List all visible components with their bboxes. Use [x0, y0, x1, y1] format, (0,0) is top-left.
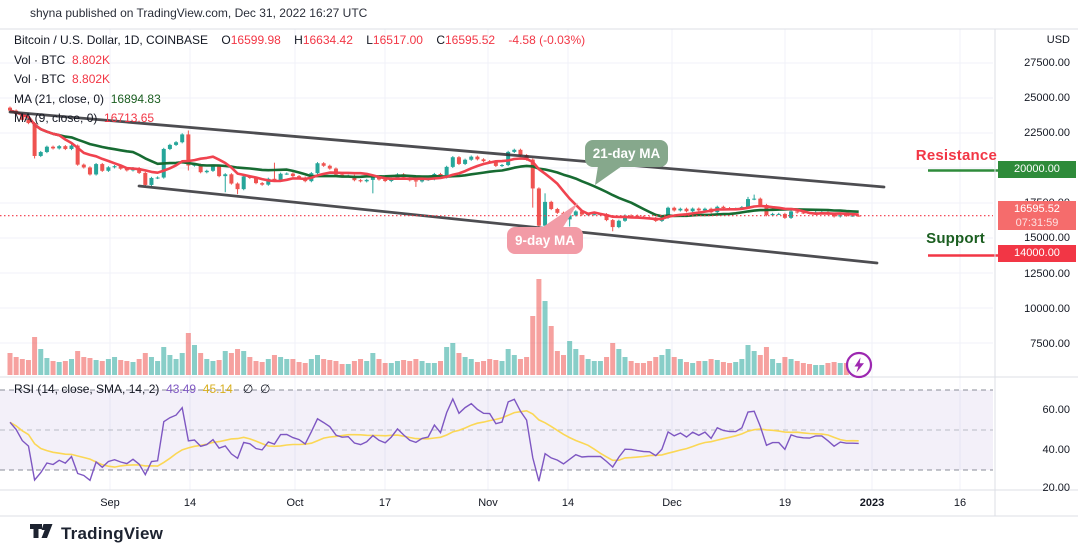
price-axis-label: 7500.00 — [1030, 338, 1070, 350]
symbol-row: Bitcoin / U.S. Dollar, 1D, COINBASE O165… — [14, 31, 585, 51]
rsi-label: RSI (14, close, SMA, 14, 2) — [14, 382, 160, 396]
current-price-badge: 16595.52 07:31:59 — [998, 201, 1076, 231]
time-axis-label: Nov — [478, 497, 498, 509]
rsi-empty-value: ∅ — [242, 382, 254, 396]
tradingview-brand-text: TradingView — [61, 524, 164, 543]
close-key: C — [436, 33, 445, 47]
time-axis-label: 2023 — [859, 497, 885, 509]
price-axis-label: 27500.00 — [1024, 57, 1070, 69]
chart-legend: Bitcoin / U.S. Dollar, 1D, COINBASE O165… — [14, 31, 585, 129]
close-value: 16595.52 — [445, 33, 496, 47]
price-axis: 20000.00 14000.00 16595.52 07:31:59 USD 2… — [996, 29, 1078, 494]
price-axis-label: 25000.00 — [1024, 92, 1070, 104]
rsi-empty-value: ∅ — [259, 382, 271, 396]
support-label: Support — [926, 230, 985, 247]
time-axis-label: 16 — [953, 497, 967, 509]
low-key: L — [366, 33, 373, 47]
tradingview-logo-icon — [30, 524, 53, 538]
ma21-label: MA (21, close, 0) — [14, 91, 105, 106]
rsi-legend: RSI (14, close, SMA, 14, 2) 43.49 45.14 … — [14, 382, 270, 396]
price-axis-label: 22500.00 — [1024, 127, 1070, 139]
change-value: -4.58 (-0.03%) — [508, 33, 586, 47]
flash-icon[interactable] — [845, 351, 873, 379]
price-axis-label: 20.00 — [1042, 482, 1070, 494]
time-axis-label: Sep — [100, 497, 120, 509]
time-axis-label: Oct — [286, 497, 304, 509]
ma21-callout: 21-day MA — [585, 140, 668, 167]
time-axis-label: Dec — [662, 497, 682, 509]
volume-label: Vol · BTC — [14, 72, 66, 86]
time-axis-label: 17 — [378, 497, 392, 509]
time-axis-label: 14 — [561, 497, 575, 509]
time-axis-label: 19 — [778, 497, 792, 509]
time-axis: Sep 14 Oct 17 Nov 14 Dec 19 2023 16 — [0, 491, 994, 516]
price-axis-label: 40.00 — [1042, 444, 1070, 456]
volume-row: Vol · BTC 8.802K — [14, 51, 585, 71]
rsi-value: 43.49 — [166, 382, 197, 396]
resistance-label: Resistance — [915, 147, 997, 164]
price-axis-label: 15000.00 — [1024, 232, 1070, 244]
price-axis-label: 12500.00 — [1024, 268, 1070, 280]
symbol-title: Bitcoin / U.S. Dollar, 1D, COINBASE — [14, 33, 209, 47]
low-value: 16517.00 — [372, 33, 423, 47]
ma9-value: 16713.65 — [104, 111, 155, 125]
bar-countdown: 07:31:59 — [1015, 217, 1059, 230]
price-axis-label: 10000.00 — [1024, 303, 1070, 315]
current-price: 16595.52 — [1014, 203, 1060, 216]
ma21-value: 16894.83 — [110, 91, 161, 106]
volume-value: 8.802K — [72, 72, 111, 86]
volume-row: Vol · BTC 8.802K — [14, 70, 585, 90]
volume-label: Vol · BTC — [14, 52, 66, 67]
rsi-sma-value: 45.14 — [202, 382, 233, 396]
ma9-callout: 9-day MA — [507, 227, 583, 254]
ma21-row: MA (21, close, 0) 16894.83 — [14, 90, 585, 110]
resistance-price-badge: 20000.00 — [998, 160, 1076, 178]
price-axis-label: 60.00 — [1042, 404, 1070, 416]
footer-brand: TradingView — [30, 524, 163, 544]
open-key: O — [221, 33, 231, 47]
price-axis-label: USD — [1046, 34, 1070, 46]
high-key: H — [294, 33, 303, 47]
published-attribution: shyna published on TradingView.com, Dec … — [30, 6, 368, 20]
ma9-label: MA (9, close, 0) — [14, 111, 98, 125]
volume-value: 8.802K — [72, 52, 111, 67]
time-axis-label: 14 — [183, 497, 197, 509]
open-value: 16599.98 — [230, 33, 281, 47]
high-value: 16634.42 — [302, 33, 353, 47]
ma9-row: MA (9, close, 0) 16713.65 — [14, 109, 585, 129]
support-price-badge: 14000.00 — [998, 244, 1076, 262]
